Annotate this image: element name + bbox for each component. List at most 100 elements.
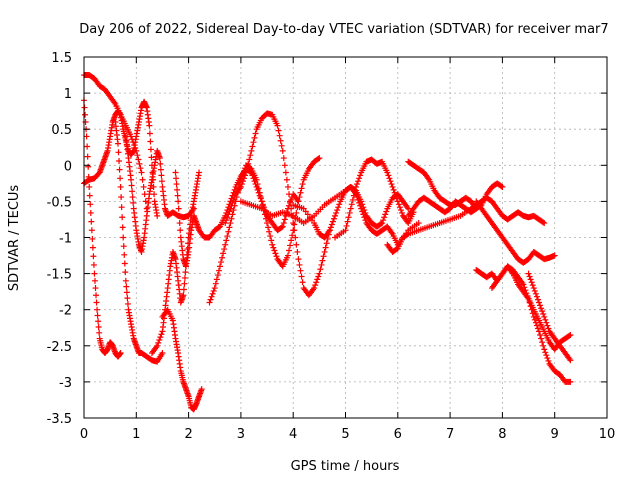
data-point — [539, 339, 546, 346]
data-point — [287, 242, 294, 249]
data-point — [182, 269, 189, 276]
data-point — [85, 163, 92, 170]
data-point — [566, 332, 573, 339]
data-point — [271, 247, 278, 254]
data-point — [129, 194, 136, 201]
data-point — [248, 147, 255, 154]
data-point — [316, 155, 323, 162]
y-tick-label: -3.5 — [47, 412, 72, 427]
data-point — [156, 337, 163, 344]
data-point — [333, 209, 340, 216]
data-point — [225, 211, 232, 218]
data-point — [226, 224, 233, 231]
data-point — [173, 175, 180, 182]
data-point — [350, 192, 357, 199]
data-point — [86, 183, 93, 190]
data-point — [239, 178, 246, 185]
series-pass-16 — [384, 194, 548, 255]
data-point — [537, 331, 544, 338]
data-point — [530, 313, 537, 320]
data-point — [318, 261, 325, 268]
data-point — [251, 134, 258, 141]
data-point — [246, 156, 253, 163]
data-point — [395, 201, 402, 208]
data-point — [357, 172, 364, 179]
data-point — [220, 250, 227, 257]
data-point — [114, 140, 121, 147]
data-point — [176, 220, 183, 227]
data-point — [342, 227, 349, 234]
data-point — [544, 355, 551, 362]
data-point — [172, 169, 179, 176]
data-point — [123, 289, 130, 296]
data-point — [273, 253, 280, 260]
data-point — [356, 175, 363, 182]
data-point — [543, 319, 550, 326]
data-point — [531, 287, 538, 294]
x-axis-label: GPS time / hours — [291, 459, 400, 474]
data-point — [209, 290, 216, 297]
data-point — [326, 227, 333, 234]
data-point — [89, 244, 96, 251]
data-point — [92, 285, 99, 292]
data-point — [528, 306, 535, 313]
data-point — [119, 224, 126, 231]
data-point — [119, 214, 126, 221]
data-point — [343, 222, 350, 229]
data-point — [95, 318, 102, 325]
chart-title: Day 206 of 2022, Sidereal Day-to-day VTE… — [79, 22, 608, 37]
data-point — [544, 322, 551, 329]
data-point — [314, 276, 321, 283]
data-point — [121, 260, 128, 267]
data-point — [352, 183, 359, 190]
data-point — [359, 201, 366, 208]
data-point — [294, 248, 301, 255]
data-point — [208, 293, 215, 300]
data-point — [229, 199, 236, 206]
data-point — [280, 220, 287, 227]
data-point — [154, 342, 161, 349]
data-point — [219, 254, 226, 261]
data-point — [129, 188, 136, 195]
data-point — [317, 266, 324, 273]
data-point — [299, 279, 306, 286]
data-point — [525, 295, 532, 302]
data-point — [292, 234, 299, 241]
data-point — [207, 296, 214, 303]
data-point — [275, 127, 282, 134]
data-point — [157, 166, 164, 173]
y-tick-label: 0.5 — [51, 123, 72, 138]
data-point — [90, 253, 97, 260]
data-point — [328, 221, 335, 228]
data-point — [329, 218, 336, 225]
x-tick-label: 1 — [132, 427, 140, 442]
x-tick-label: 8 — [498, 427, 506, 442]
data-point — [297, 267, 304, 274]
data-point — [345, 214, 352, 221]
data-point — [533, 322, 540, 329]
data-point — [288, 205, 295, 212]
data-point — [534, 296, 541, 303]
data-point — [138, 169, 145, 176]
data-point — [89, 235, 96, 242]
data-point — [531, 316, 538, 323]
data-point — [315, 155, 322, 162]
data-point — [224, 233, 231, 240]
data-point — [349, 196, 356, 203]
data-point — [398, 209, 405, 216]
data-point — [380, 217, 387, 224]
data-point — [334, 207, 341, 214]
data-point — [155, 339, 162, 346]
data-point — [534, 325, 541, 332]
data-point — [545, 357, 552, 364]
data-point — [173, 181, 180, 188]
data-point — [286, 191, 293, 198]
data-point — [344, 218, 351, 225]
data-point — [228, 202, 235, 209]
data-point — [128, 182, 135, 189]
data-point — [542, 349, 549, 356]
data-point — [223, 217, 230, 224]
data-point — [396, 204, 403, 211]
data-point — [529, 310, 536, 317]
data-point — [255, 185, 262, 192]
